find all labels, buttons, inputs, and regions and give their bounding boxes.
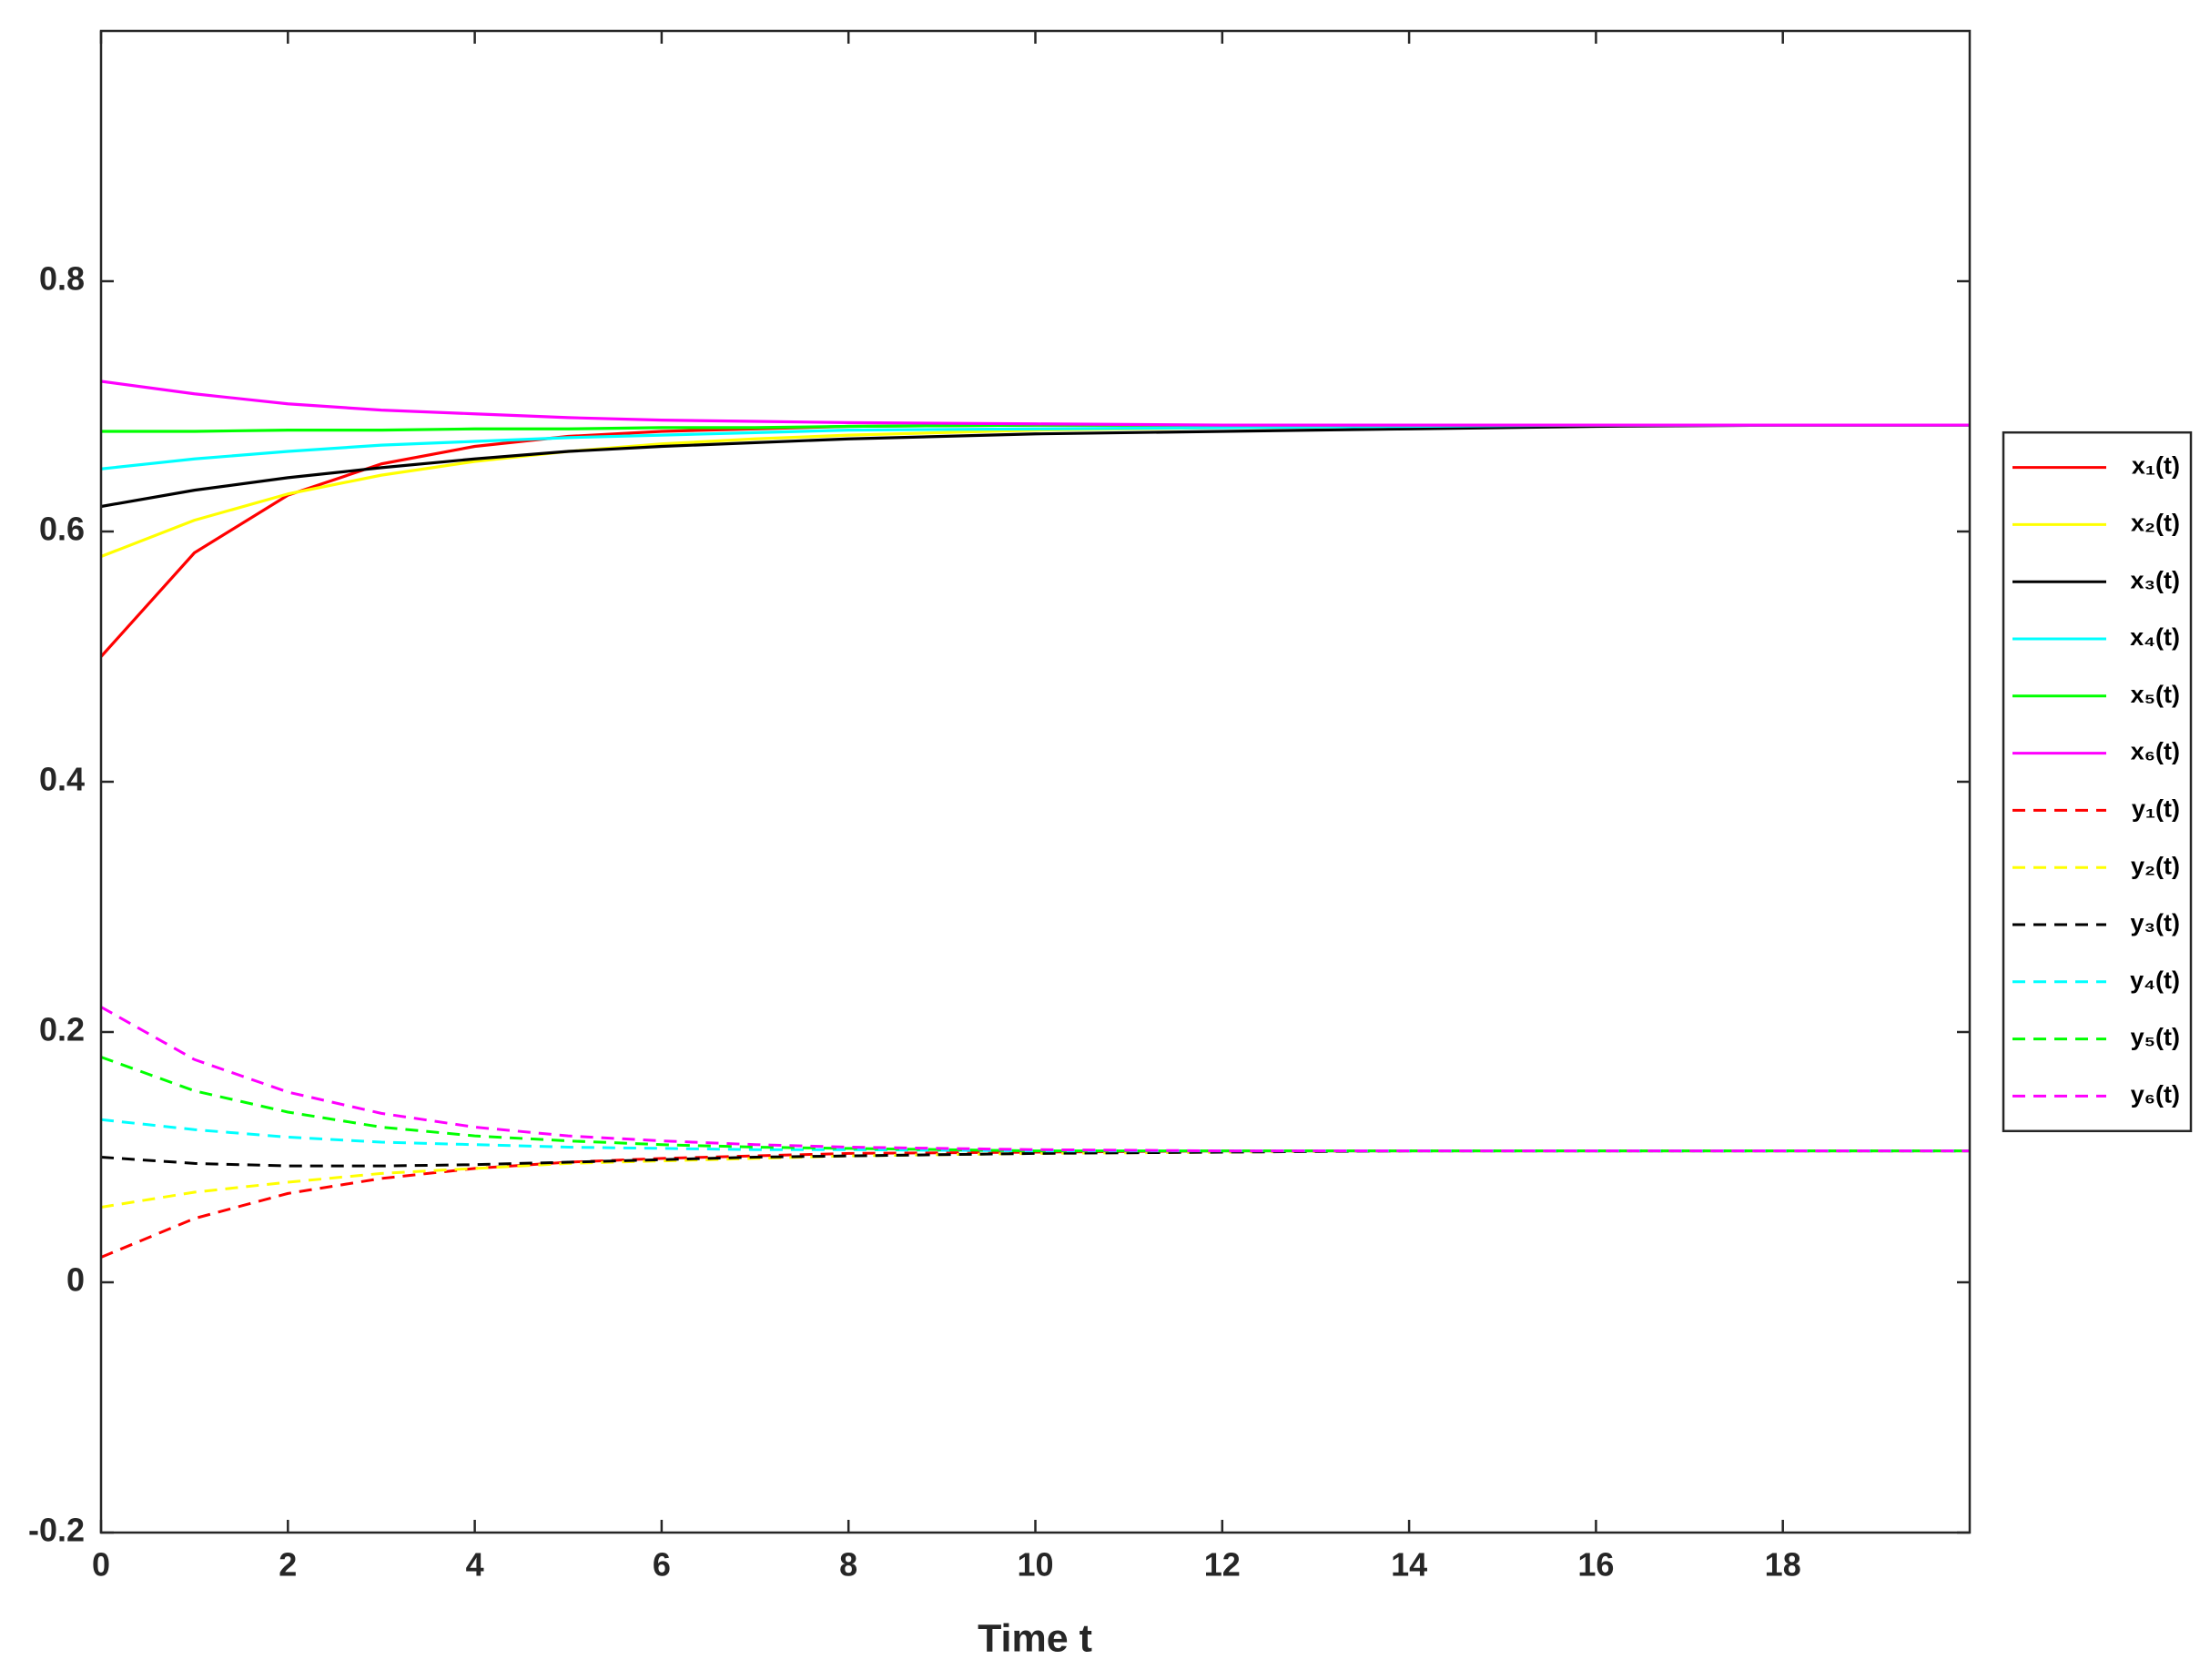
x-tick-label: 12 [1204,1546,1241,1584]
legend-label: x₄(t) [2130,623,2180,651]
y-tick-label: 0.4 [39,761,85,798]
legend-label: x₅(t) [2131,681,2180,708]
plot-area [101,380,1970,1259]
x-tick-label: 4 [466,1546,484,1584]
y-tick-label: 0 [66,1261,85,1299]
y-tick-label: 0.2 [39,1011,85,1048]
x-tick-label: 2 [279,1546,297,1584]
y-tick-label: 0.8 [39,260,85,298]
series-line [101,380,1970,427]
legend-label: y₂(t) [2131,852,2180,879]
series-line [101,1006,1970,1153]
x-tick-label: 18 [1765,1546,1801,1584]
x-tick-label: 14 [1391,1546,1427,1584]
series-line [101,423,1970,509]
legend-label: y₁(t) [2132,795,2180,823]
legend-label: x₆(t) [2131,738,2180,765]
legend-label: x₂(t) [2131,510,2180,537]
legend-label: y₅(t) [2131,1024,2180,1051]
x-tick-label: 6 [653,1546,671,1584]
legend-label: y₃(t) [2131,909,2180,936]
legend-label: y₆(t) [2131,1081,2180,1108]
legend-box [2002,430,2193,1133]
x-axis-label: Time t [978,1616,1092,1660]
legend-label: x₃(t) [2131,566,2180,593]
x-tick-label: 10 [1017,1546,1053,1584]
x-tick-label: 16 [1577,1546,1614,1584]
legend-label: y₄(t) [2130,967,2180,994]
x-tick-label: 8 [839,1546,857,1584]
legend-label: x₁(t) [2132,452,2180,480]
x-tick-label: 0 [92,1546,110,1584]
y-tick-label: 0.6 [39,511,85,548]
y-tick-label: -0.2 [28,1512,85,1549]
